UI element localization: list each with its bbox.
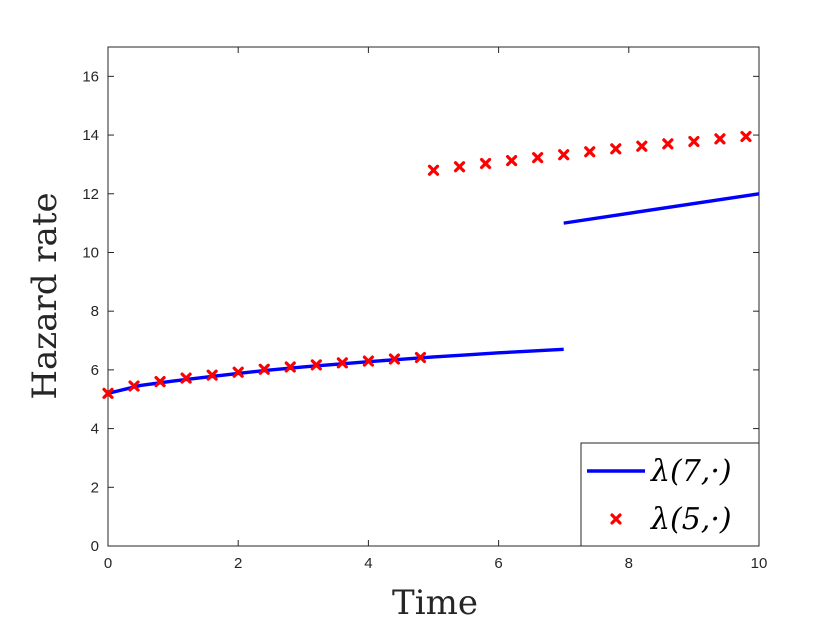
series-2-point xyxy=(506,154,518,167)
marker-stroke xyxy=(610,143,622,155)
series-2-point xyxy=(362,355,374,367)
marker-stroke xyxy=(258,363,270,375)
series-2-point xyxy=(336,357,348,369)
marker-stroke xyxy=(610,513,622,525)
series-2-point xyxy=(128,380,140,392)
series-2-point xyxy=(688,135,700,148)
series-2-point xyxy=(258,363,270,375)
marker-stroke xyxy=(232,366,244,378)
legend-entry-label: λ(7,·) xyxy=(650,454,732,489)
series-2-point xyxy=(714,133,726,145)
series-2-point xyxy=(206,369,218,381)
marker-stroke xyxy=(388,353,401,365)
y-tick-label: 4 xyxy=(91,421,99,438)
y-tick-label: 10 xyxy=(82,244,99,261)
marker-stroke xyxy=(662,138,674,150)
marker-stroke xyxy=(740,130,752,143)
legend-box xyxy=(580,442,760,547)
series-2-point xyxy=(154,376,166,388)
series-2-point xyxy=(740,130,752,143)
series-2-point xyxy=(610,143,622,155)
y-tick-label: 6 xyxy=(91,362,99,379)
marker-stroke xyxy=(206,369,218,381)
marker-stroke xyxy=(584,146,596,158)
marker-stroke xyxy=(128,380,140,392)
series-2-point xyxy=(414,351,427,364)
series-layer xyxy=(102,130,760,399)
marker-stroke xyxy=(427,164,440,176)
x-tick-label: 2 xyxy=(234,555,242,572)
series-2-point xyxy=(427,164,440,176)
series-2-point xyxy=(388,353,401,365)
marker-stroke xyxy=(180,372,192,384)
y-tick-label: 12 xyxy=(82,186,99,203)
series-2-point xyxy=(232,366,244,378)
marker-stroke xyxy=(336,357,348,369)
marker-stroke xyxy=(362,355,374,367)
series-2-point xyxy=(479,157,492,170)
axis-ticks: 0 2 4 6 8 10 0 2 4 6 8 10 12 14 16 xyxy=(82,47,767,572)
series-2-point xyxy=(180,372,192,384)
x-tick-label: 4 xyxy=(364,555,372,572)
y-tick-label: 16 xyxy=(82,68,99,85)
marker-stroke xyxy=(636,140,648,152)
x-tick-label: 8 xyxy=(625,555,633,572)
marker-stroke xyxy=(479,157,492,170)
legend-marker-swatch xyxy=(610,513,622,525)
y-tick-label: 14 xyxy=(82,127,99,144)
marker-stroke xyxy=(688,135,700,148)
marker-stroke xyxy=(558,149,570,161)
y-tick-label: 8 xyxy=(91,303,99,320)
marker-stroke xyxy=(284,361,296,373)
x-tick-label: 0 xyxy=(104,555,112,572)
x-axis-title: Time xyxy=(392,583,478,623)
legend: λ(7,·) λ(5,·) xyxy=(580,442,760,547)
y-axis-title: Hazard rate xyxy=(25,192,65,399)
x-tick-label: 10 xyxy=(751,555,768,572)
series-2-point xyxy=(532,152,544,164)
series-2-point xyxy=(310,359,322,371)
marker-stroke xyxy=(102,387,114,399)
marker-stroke xyxy=(532,152,544,164)
marker-stroke xyxy=(414,351,427,364)
series-2-point xyxy=(102,387,114,399)
series-2-point xyxy=(584,146,596,158)
marker-stroke xyxy=(714,133,726,145)
series-2-point xyxy=(453,161,466,173)
series-2-point xyxy=(284,361,296,373)
series-2-point xyxy=(662,138,674,150)
marker-stroke xyxy=(506,154,518,167)
legend-entry-label: λ(5,·) xyxy=(650,502,732,537)
y-tick-label: 2 xyxy=(91,479,99,496)
y-tick-label: 0 xyxy=(91,538,99,555)
series-2-point xyxy=(636,140,648,152)
series-2-point xyxy=(558,149,570,161)
marker-stroke xyxy=(453,161,466,173)
series-1-line-segment-2 xyxy=(563,192,760,225)
marker-stroke xyxy=(154,376,166,388)
marker-stroke xyxy=(310,359,322,371)
x-tick-label: 6 xyxy=(494,555,502,572)
